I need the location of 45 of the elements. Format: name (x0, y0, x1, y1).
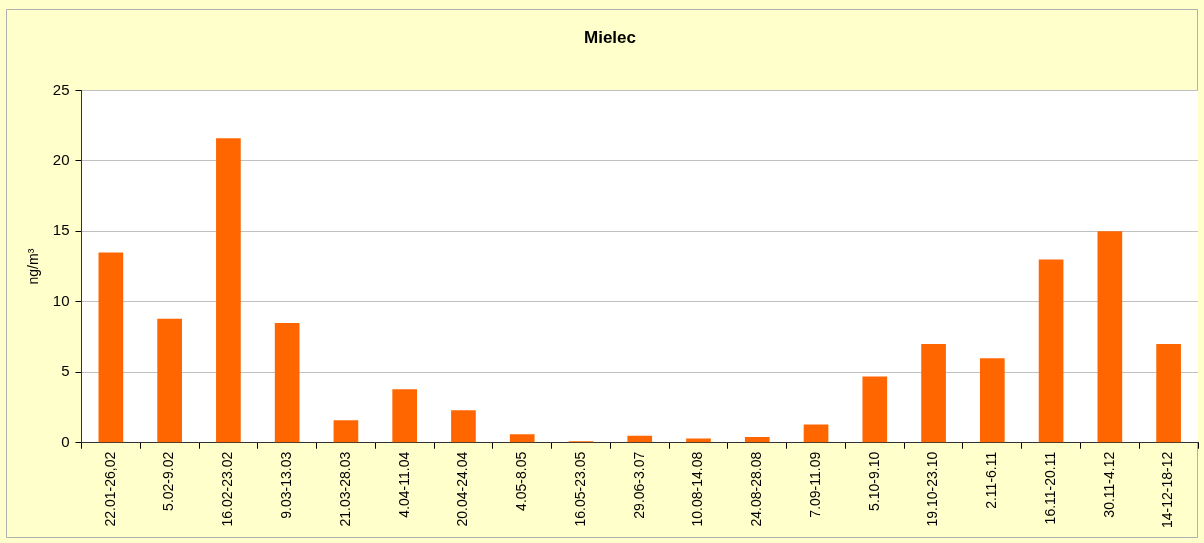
bar (98, 252, 124, 443)
bar (216, 138, 241, 443)
bar (921, 344, 946, 443)
x-tick-label: 24.08-28.08 (748, 451, 765, 527)
x-tick-label: 16.02-23.02 (219, 451, 236, 527)
x-tick-label: 16.11-20.11 (1041, 451, 1058, 525)
bar (627, 435, 653, 443)
bar (451, 410, 476, 443)
bar (1156, 344, 1181, 443)
x-tick-label: 4.05-8.05 (513, 451, 530, 511)
chart-title: Mielec (584, 27, 636, 47)
x-tick-label: 21.03-28.03 (336, 451, 353, 527)
bar (157, 318, 182, 443)
x-tick-label: 14-12-18-12 (1159, 451, 1176, 529)
bar (274, 322, 300, 443)
x-tick-label: 30.11-4.12 (1100, 451, 1117, 518)
bar (1097, 231, 1123, 443)
bar (1038, 259, 1064, 443)
bar (392, 389, 418, 443)
bar (333, 420, 359, 443)
bar (803, 424, 829, 443)
bar (862, 376, 888, 443)
bar (686, 438, 711, 443)
y-tick-label: 15 (52, 221, 70, 239)
x-tick-label: 20.04-24.04 (454, 451, 471, 527)
x-tick-label: 19.10-23.10 (924, 451, 941, 527)
x-tick-label: 2.11-6.11 (983, 451, 1000, 509)
y-axis-title: ng/m³ (25, 248, 42, 285)
y-tick-label: 25 (52, 80, 70, 98)
y-tick-label: 0 (61, 432, 70, 450)
y-tick-label: 5 (61, 362, 70, 380)
x-tick-label: 9.03-13.03 (278, 451, 295, 519)
x-tick-label: 4.04-11.04 (395, 451, 412, 518)
y-tick-label: 20 (52, 151, 70, 169)
x-tick-label: 7.09-11.09 (806, 451, 823, 518)
x-tick-label: 5.02-9.02 (160, 451, 177, 511)
x-tick-label: 10.08-14.08 (689, 451, 706, 527)
y-tick-label: 10 (52, 291, 70, 309)
bar (979, 358, 1005, 443)
x-tick-label: 16.05-23.05 (571, 451, 588, 527)
bar (509, 434, 535, 443)
x-tick-label: 29.06-3.07 (630, 451, 647, 519)
bar (744, 437, 770, 443)
x-tick-label: 22.01-26,02 (101, 451, 118, 527)
x-tick-label: 5.10-9.10 (865, 451, 882, 511)
